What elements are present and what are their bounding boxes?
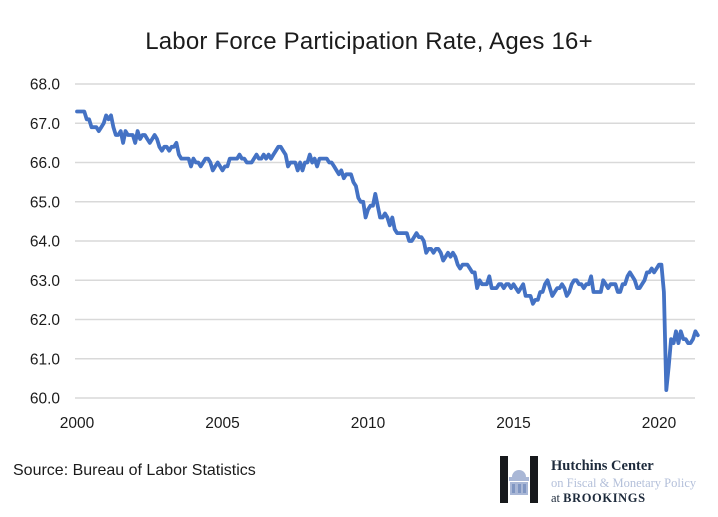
x-tick-label: 2005 xyxy=(205,415,239,432)
y-tick-label: 64.0 xyxy=(30,234,61,251)
data-series-line xyxy=(75,109,700,393)
y-tick-label: 60.0 xyxy=(30,391,61,408)
logo-org-name: Hutchins Center xyxy=(551,458,654,474)
h-icon-column xyxy=(522,484,526,493)
x-tick-label: 2020 xyxy=(642,415,677,432)
y-tick-label: 65.0 xyxy=(30,194,61,211)
logo-at-prefix: at xyxy=(551,491,561,505)
x-tick-label: 2000 xyxy=(60,415,95,432)
chart-title: Labor Force Participation Rate, Ages 16+ xyxy=(145,28,593,55)
h-icon-column xyxy=(512,484,516,493)
y-tick-label: 67.0 xyxy=(30,116,61,133)
logo-brookings-name: BROOKINGS xyxy=(563,491,646,505)
y-tick-label: 66.0 xyxy=(30,155,61,172)
h-icon-columns xyxy=(510,482,528,495)
source-note: Source: Bureau of Labor Statistics xyxy=(13,462,256,479)
y-tick-label: 61.0 xyxy=(30,351,61,368)
h-icon-right-bar xyxy=(530,456,538,503)
h-icon-left-bar xyxy=(500,456,508,503)
h-icon-dome xyxy=(512,470,526,478)
line-chart: 60.0 61.0 62.0 63.0 64.0 65.0 66.0 67.0 68.0 2000… xyxy=(30,77,700,432)
h-icon-column xyxy=(517,484,521,493)
logo-parent-org: at BROOKINGS xyxy=(551,492,696,505)
logo-text: Hutchins Center on Fiscal & Monetary Pol… xyxy=(551,456,696,505)
x-tick-label: 2015 xyxy=(496,415,530,432)
y-tick-label: 68.0 xyxy=(30,77,61,94)
hutchins-brookings-logo: Hutchins Center on Fiscal & Monetary Pol… xyxy=(500,456,696,505)
h-icon-dome-base xyxy=(509,477,529,481)
hutchins-h-icon xyxy=(500,456,538,503)
y-tick-label: 62.0 xyxy=(30,312,61,329)
logo-org-subtitle: on Fiscal & Monetary Policy xyxy=(551,475,697,490)
y-tick-label: 63.0 xyxy=(30,273,61,290)
x-tick-label: 2010 xyxy=(351,415,386,432)
